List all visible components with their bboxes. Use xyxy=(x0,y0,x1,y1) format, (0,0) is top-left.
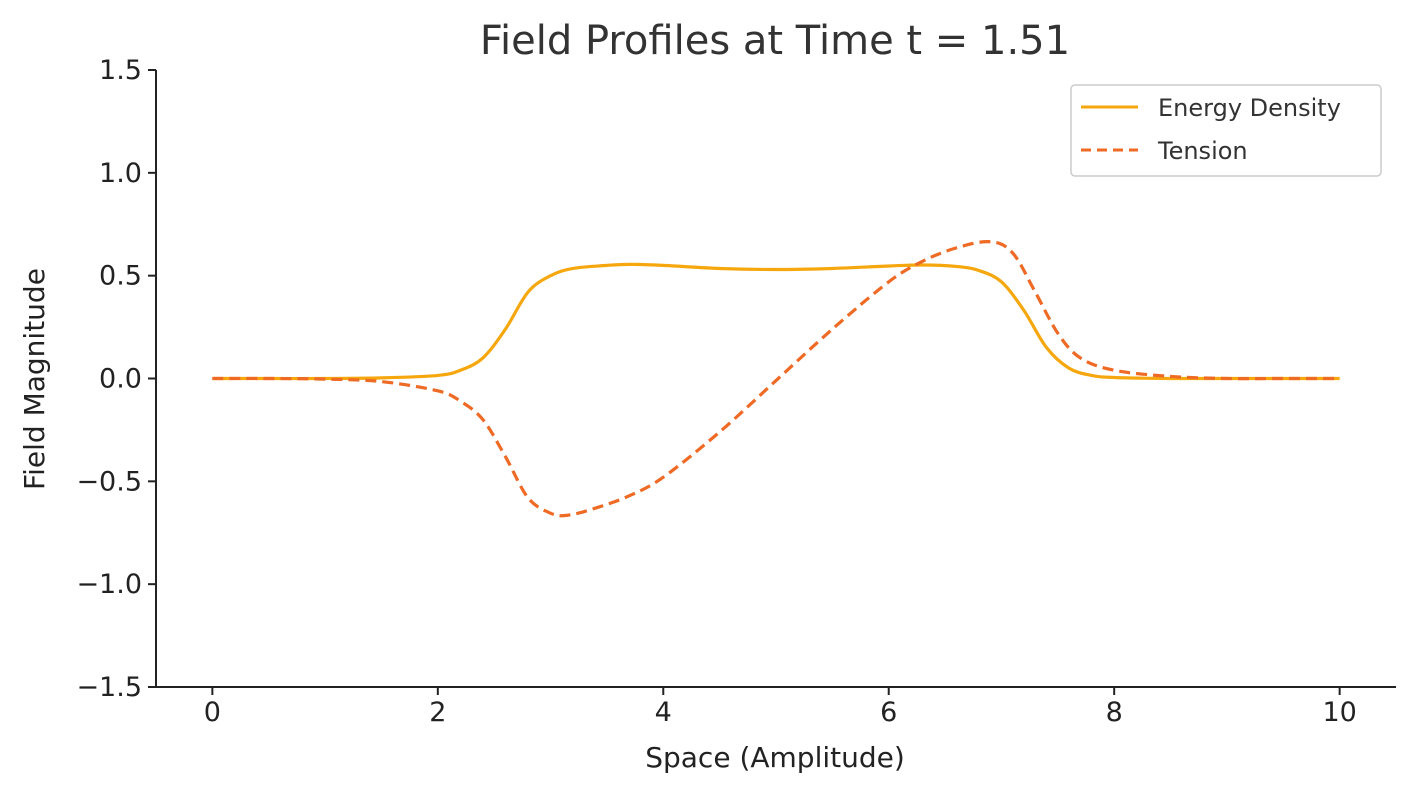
x-tick-label: 8 xyxy=(1106,697,1123,728)
x-ticks: 0 2 4 6 8 10 xyxy=(204,687,1357,728)
x-tick-label: 0 xyxy=(204,697,221,728)
y-tick-label: −0.5 xyxy=(76,466,142,497)
y-tick-label: 1.5 xyxy=(99,55,142,86)
x-tick-label: 2 xyxy=(429,697,446,728)
y-tick-label: 0.0 xyxy=(99,364,142,395)
legend-label-energy-density: Energy Density xyxy=(1158,94,1341,122)
x-axis-label: Space (Amplitude) xyxy=(645,741,905,774)
series-line-energy-density xyxy=(212,262,1340,381)
y-tick-label: 0.5 xyxy=(99,261,142,292)
series-line-tension xyxy=(212,240,1340,518)
legend-box xyxy=(1070,84,1382,177)
y-tick-label: −1.0 xyxy=(76,569,142,600)
legend-label-tension: Tension xyxy=(1157,137,1248,165)
y-axis-label: Field Magnitude xyxy=(18,268,51,490)
y-tick-label: 1.0 xyxy=(99,158,142,189)
chart-title: Field Profiles at Time t = 1.51 xyxy=(480,18,1070,64)
x-tick-label: 10 xyxy=(1322,697,1356,728)
series-layer xyxy=(212,240,1340,518)
legend: Energy Density Tension xyxy=(1070,84,1382,177)
y-tick-label: −1.5 xyxy=(76,672,142,703)
y-ticks: −1.5 −1.0 −0.5 0.0 0.5 1.0 1.5 xyxy=(76,55,156,703)
x-tick-label: 4 xyxy=(655,697,672,728)
x-tick-label: 6 xyxy=(880,697,897,728)
